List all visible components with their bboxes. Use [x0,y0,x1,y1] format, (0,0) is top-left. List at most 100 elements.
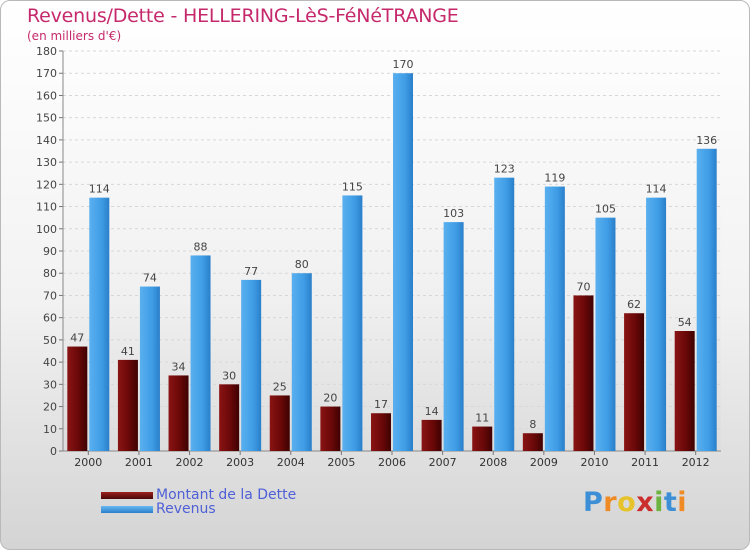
x-tick-label: 2004 [277,456,305,469]
bar-revenus [241,279,262,451]
bar-dette [472,426,493,451]
y-tick-label: 0 [50,445,57,458]
y-tick-label: 140 [36,134,57,147]
bar-revenus [595,217,616,451]
x-tick-label: 2003 [226,456,254,469]
proxiti-logo-letter: x [636,487,655,518]
data-label-revenus: 77 [244,265,258,278]
proxiti-logo-letter: i [677,487,688,518]
data-label-dette: 25 [273,380,287,393]
proxiti-logo-letter: r [603,487,618,518]
chart-subtitle: (en milliers d'€) [27,29,122,43]
data-label-dette: 30 [222,369,236,382]
data-label-dette: 47 [70,332,84,345]
x-tick-label: 2009 [530,456,558,469]
bar-dette [269,395,290,451]
bar-dette [168,375,189,451]
bar-revenus [291,273,312,451]
data-label-revenus: 114 [89,183,110,196]
data-label-dette: 34 [172,360,186,373]
bar-revenus [646,197,667,451]
bar-dette [522,433,543,451]
y-tick-label: 40 [43,356,57,369]
data-label-revenus: 119 [544,172,565,185]
legend-item-revenus: Revenus [101,501,216,517]
y-tick-label: 120 [36,178,57,191]
x-tick-label: 2005 [327,456,355,469]
bar-dette [421,419,442,451]
data-label-revenus: 170 [393,58,414,71]
y-tick-label: 130 [36,156,57,169]
y-tick-label: 10 [43,423,57,436]
x-tick-label: 2000 [74,456,102,469]
data-label-dette: 14 [425,405,439,418]
bar-revenus [139,286,160,451]
legend-label-dette: Montant de la Dette [156,487,297,503]
data-label-revenus: 123 [494,163,515,176]
x-tick-label: 2011 [631,456,659,469]
data-label-dette: 70 [576,280,590,293]
bar-revenus [494,177,515,451]
y-tick-label: 60 [43,312,57,325]
y-tick-label: 80 [43,267,57,280]
x-tick-label: 2007 [429,456,457,469]
data-label-dette: 8 [529,418,536,431]
proxiti-logo-letter: i [654,487,664,518]
bar-revenus [544,186,565,452]
proxiti-logo-letter: P [583,487,604,518]
legend-item-dette: Montant de la Dette [101,487,297,503]
data-label-revenus: 80 [295,258,309,271]
proxiti-logo: Proxiti [583,487,687,518]
y-tick-label: 30 [43,378,57,391]
bar-revenus [342,195,363,451]
data-label-revenus: 114 [646,183,667,196]
bar-revenus [190,255,211,451]
y-tick-label: 170 [36,67,57,80]
data-label-revenus: 105 [595,203,616,216]
data-label-revenus: 74 [143,272,157,285]
data-label-dette: 62 [627,298,641,311]
data-label-dette: 17 [374,398,388,411]
x-tick-label: 2012 [682,456,710,469]
bar-revenus [89,197,110,451]
x-tick-label: 2008 [479,456,507,469]
x-tick-label: 2002 [176,456,204,469]
bar-dette [219,384,240,451]
y-tick-label: 70 [43,289,57,302]
y-tick-label: 160 [36,89,57,102]
bar-dette [117,359,138,451]
bar-revenus [393,73,413,451]
y-tick-label: 180 [36,45,57,58]
legend-swatch-dette [101,491,153,499]
bar-dette [624,313,645,451]
proxiti-logo-letter: t [663,487,678,518]
x-tick-label: 2006 [378,456,406,469]
data-label-revenus: 115 [342,180,363,193]
y-tick-label: 100 [36,223,57,236]
legend-label-revenus: Revenus [156,501,216,517]
x-tick-label: 2010 [580,456,608,469]
data-label-revenus: 136 [696,134,717,147]
x-tick-label: 2001 [125,456,153,469]
legend-swatch-revenus [101,505,153,513]
bar-revenus [696,148,717,451]
data-label-revenus: 103 [443,207,464,220]
proxiti-logo-letter: o [617,487,637,518]
data-label-revenus: 88 [194,240,208,253]
y-tick-label: 50 [43,334,57,347]
chart-title: Revenus/Dette - HELLERING-LèS-FéNéTRANGE [27,5,459,27]
y-tick-label: 150 [36,112,57,125]
bar-revenus [443,222,464,451]
bar-dette [67,346,88,451]
data-label-dette: 11 [475,412,489,425]
y-tick-label: 90 [43,245,57,258]
y-tick-label: 20 [43,401,57,414]
data-label-dette: 20 [323,392,337,405]
bar-dette [573,295,594,451]
data-label-dette: 54 [678,316,692,329]
data-label-dette: 41 [121,345,135,358]
bar-dette [674,331,695,451]
bar-dette [371,413,391,451]
